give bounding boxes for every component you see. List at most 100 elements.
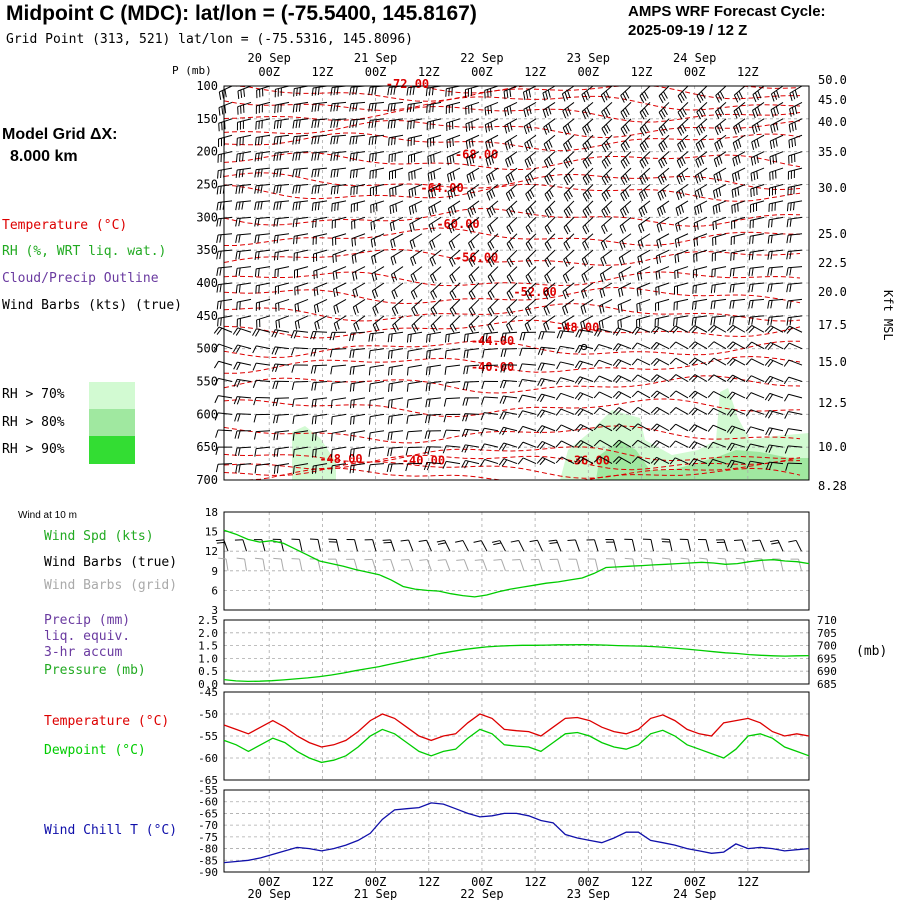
wind-barb-feather [729, 300, 732, 309]
wind-barb-feather [413, 323, 419, 331]
wind-barb-staff [620, 184, 632, 195]
wind-barb-feather [669, 341, 677, 349]
wind-barb-upper [784, 410, 803, 419]
wind-barb-upper [407, 134, 423, 147]
wind-barb-upper [655, 266, 670, 280]
wind-barb-feather [235, 153, 238, 163]
wind-barb-feather [238, 464, 241, 473]
wind-barb-feather [409, 334, 412, 343]
wind-barb-staff [562, 85, 575, 95]
wind-barb-upper [294, 315, 309, 330]
wind-barb-staff [675, 440, 689, 448]
wind-barb-upper [390, 233, 404, 249]
wind-barb-staff [237, 463, 252, 466]
temperature-contour [223, 319, 801, 339]
wind-barb-feather [578, 345, 583, 354]
wind-barb-upper [330, 184, 347, 195]
wind-barb-feather [641, 109, 647, 118]
wind-barb-feather [355, 288, 359, 297]
wind-barb-feather [546, 158, 551, 167]
wind-barb-feather [658, 286, 660, 295]
wind-barb-feather [734, 156, 738, 165]
wind-barb-feather [493, 559, 502, 561]
wind-barb-feather [506, 210, 511, 218]
wind-barb-feather [463, 366, 466, 375]
wind-barb-upper [658, 151, 670, 169]
label-dewpoint: Dewpoint (°C) [44, 743, 146, 758]
wind-barb-feather [575, 329, 580, 338]
wind-barb-feather [620, 128, 626, 136]
wind-barb-feather [593, 456, 601, 463]
wind-barb-staff [218, 282, 233, 286]
time-tick-top: 12Z [524, 65, 546, 79]
wind-barb-staff [332, 101, 347, 105]
wind-barb-feather [675, 223, 678, 232]
wind-barb-upper [674, 249, 689, 264]
wind-barb-staff [761, 558, 765, 571]
wind-barb-upper [444, 348, 461, 359]
wind-barb-feather [506, 308, 511, 317]
wind-barb-feather [216, 186, 219, 195]
wind-barb-feather [538, 331, 542, 340]
wind-barb-upper [726, 374, 746, 383]
wind-barb-feather [480, 443, 485, 452]
wind-barb-feather [565, 208, 571, 216]
wind-barb-upper [707, 458, 727, 467]
wind-barb-feather [271, 363, 276, 372]
wind-barb-feather [715, 205, 718, 214]
wind-barb-upper [406, 381, 423, 392]
wind-barb-upper [312, 446, 328, 458]
wind-barb-upper [518, 410, 537, 418]
wind-barb-upper [730, 249, 746, 261]
precip-tick-label: 2.0 [198, 627, 218, 640]
wind-barb-feather [314, 399, 317, 408]
temperature-contour-label: -56.00 [455, 250, 498, 264]
wind-barb-upper [372, 315, 385, 333]
wind-barb-staff [218, 184, 233, 187]
wind-barb-feather [587, 173, 592, 181]
wind-barb-feather [355, 103, 358, 112]
wind-barb-staff [675, 407, 689, 415]
wind-barb-feather [772, 155, 775, 164]
wind-barb-feather [768, 428, 773, 436]
wind-barb-upper [311, 463, 328, 474]
wind-barb-feather [336, 321, 340, 330]
wind-barb-upper [499, 379, 518, 389]
wind-barb-feather [485, 333, 488, 342]
wind-barb-feather [517, 441, 524, 449]
wind-barb-feather [794, 105, 798, 114]
wind-barb-upper [291, 364, 309, 373]
wind-barb-feather [770, 316, 773, 325]
date-label-bottom: 23 Sep [567, 887, 610, 900]
wind-barb-feather [792, 91, 796, 100]
wind-barb-sfc-true [328, 538, 340, 552]
wind-barb-feather [618, 257, 623, 266]
wind-barb-upper [692, 266, 708, 279]
temperature-tick-label: -45 [198, 686, 218, 699]
wind-barb-feather [312, 219, 314, 228]
wind-barb-feather [310, 331, 314, 340]
wind-barb-upper [556, 361, 575, 370]
wind-barb-upper [658, 85, 670, 104]
wind-barb-feather [563, 226, 569, 235]
wind-barb-feather [750, 173, 753, 182]
wind-barb-feather [688, 341, 696, 348]
wind-barb-feather [468, 139, 471, 148]
wind-barb-upper [332, 249, 347, 263]
wind-barb-feather [371, 153, 374, 162]
wind-barb-feather [574, 360, 581, 369]
wind-panel-frame [223, 511, 810, 611]
wind-barb-feather [311, 399, 314, 408]
time-tick-top: 12Z [737, 65, 759, 79]
wind-barb-staff [712, 458, 727, 465]
wind-barb-feather [393, 119, 396, 128]
wind-barb-feather [423, 462, 428, 471]
wind-barb-upper [770, 85, 784, 102]
wind-barb-feather [733, 94, 739, 103]
wind-barb-feather [368, 333, 371, 342]
wind-barb-staff [429, 249, 442, 260]
wind-barb-feather [603, 191, 609, 200]
wind-barb-feather [470, 257, 476, 265]
wind-barb-feather [681, 188, 685, 197]
model-grid-value: 8.000 km [10, 148, 78, 165]
